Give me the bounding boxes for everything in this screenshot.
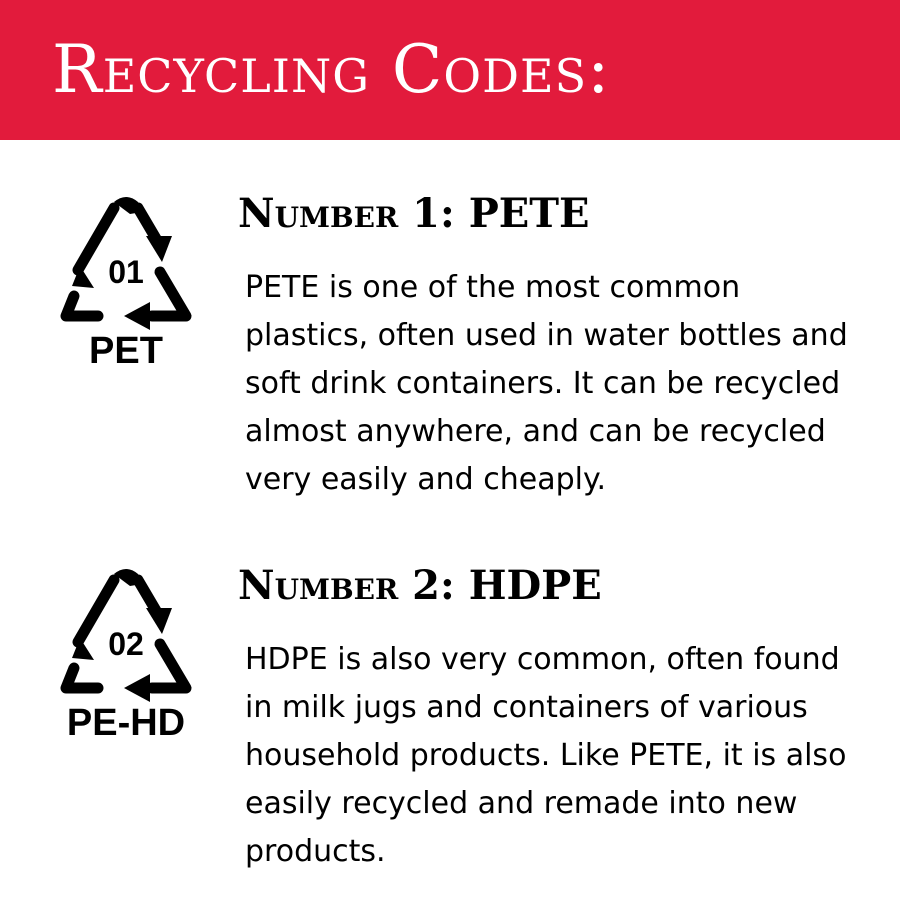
code-section-2: 02 PE-HD Number 2: HDPE HDPE is also ver… bbox=[0, 552, 900, 892]
header-banner: Recycling Codes: bbox=[0, 0, 900, 140]
page-title: Recycling Codes: bbox=[52, 31, 611, 108]
resin-code-symbol: 01 PET bbox=[50, 192, 210, 382]
resin-code-label: PE-HD bbox=[66, 702, 186, 744]
section-body: HDPE is also very common, often found in… bbox=[245, 642, 847, 869]
recycle-triangle-icon bbox=[60, 569, 192, 702]
code-section-1: 01 PET Number 1: PETE PETE is one of the… bbox=[0, 180, 900, 520]
section-title: Number 2: HDPE bbox=[238, 562, 602, 609]
recycle-triangle-icon bbox=[60, 197, 192, 330]
resin-code-symbol: 02 PE-HD bbox=[50, 564, 210, 754]
resin-code-number: 02 bbox=[108, 626, 144, 662]
resin-code-number: 01 bbox=[108, 254, 144, 290]
section-body: PETE is one of the most common plastics,… bbox=[245, 270, 848, 497]
section-title: Number 1: PETE bbox=[238, 190, 590, 237]
resin-code-label: PET bbox=[89, 330, 163, 372]
